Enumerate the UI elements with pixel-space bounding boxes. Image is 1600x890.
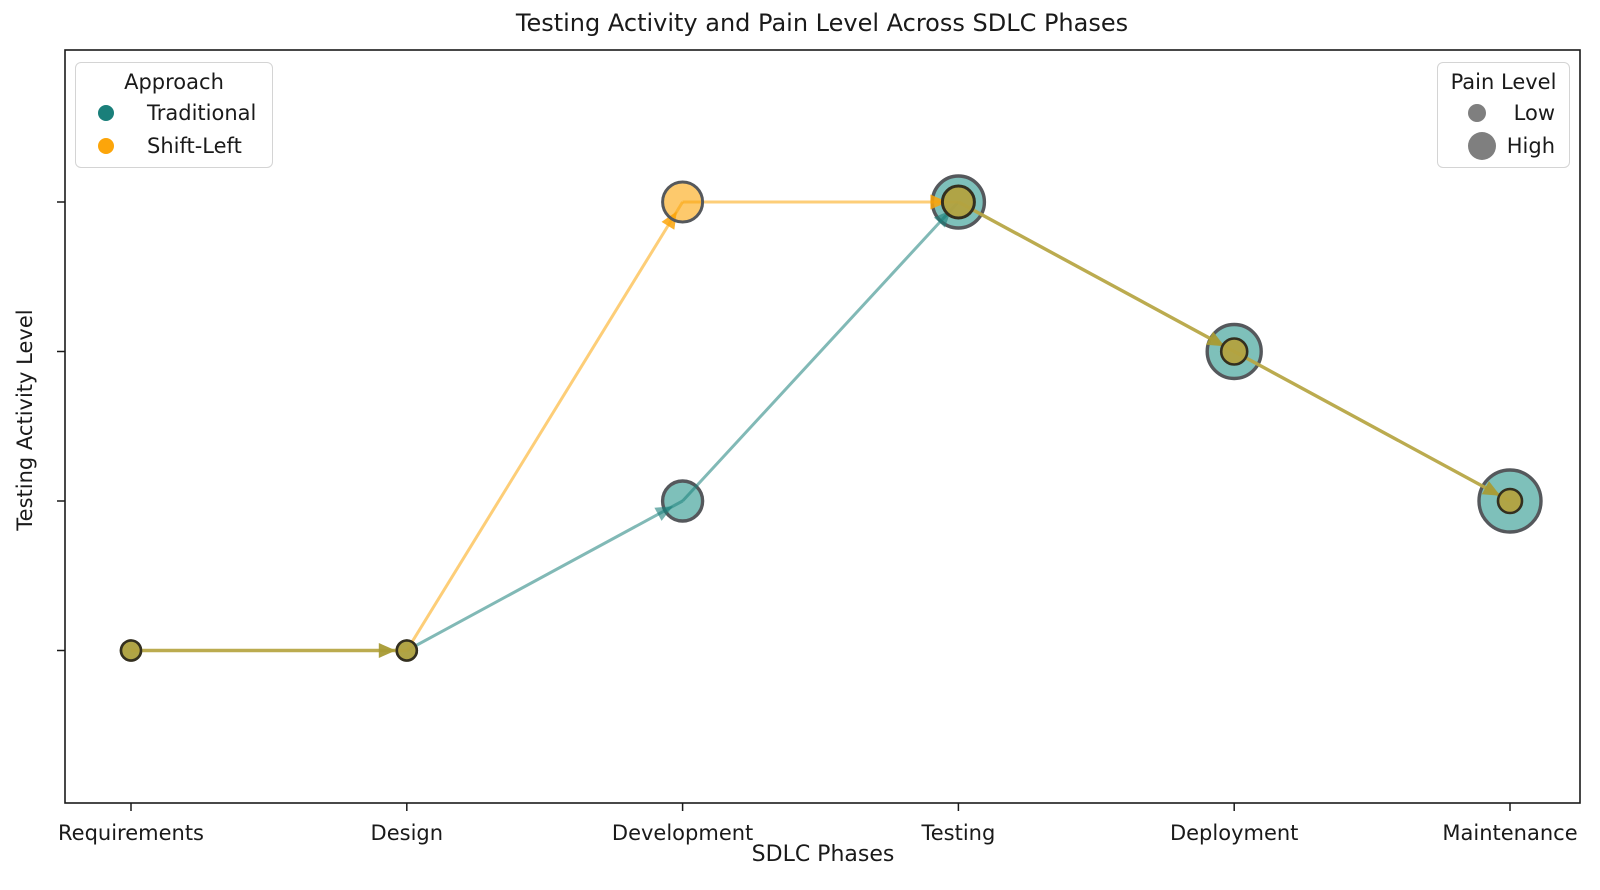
segment-overlap [1233, 350, 1511, 503]
axes-frame [64, 49, 1581, 804]
legend-item-label: High [1506, 133, 1555, 158]
legend-pain: Pain Level Low High [1437, 62, 1570, 168]
legend-pain-title: Pain Level [1450, 70, 1557, 94]
marker-shift-left-Requirements [119, 639, 143, 662]
arrowhead-traditional [654, 506, 673, 521]
legend-item-pain-high: High [1448, 129, 1559, 162]
marker-shift-left-Maintenance [1496, 487, 1524, 515]
segment-traditional [681, 200, 960, 503]
pain-high-swatch-icon [1468, 131, 1496, 160]
x-tick-label: Deployment [1170, 821, 1298, 845]
legend-item-label: Traditional [147, 100, 257, 125]
x-tick-label: Testing [920, 821, 995, 845]
x-axis-label: SDLC Phases [751, 842, 895, 867]
arrowhead-overlap [378, 643, 396, 658]
legend-item-traditional: Traditional [86, 96, 262, 129]
legend-approach: Approach Traditional Shift-Left [75, 62, 273, 168]
x-tick-label: Development [612, 821, 753, 845]
marker-shift-left-Design [395, 639, 419, 662]
legend-item-label: Shift-Left [147, 133, 242, 158]
arrowhead-overlap [1481, 481, 1501, 496]
arrowhead-shift-left [930, 194, 948, 210]
arrowhead-overlap [1206, 331, 1225, 347]
x-tick-label: Requirements [58, 821, 204, 845]
marker-shift-left-Development [661, 180, 705, 224]
y-axis-label: Testing Activity Level [13, 309, 37, 531]
legend-item-label: Low [1513, 100, 1555, 125]
legend-item-pain-low: Low [1448, 96, 1559, 129]
x-tick-label: Design [371, 821, 444, 845]
segment-overlap [957, 200, 1236, 353]
segment-shift-left [405, 201, 684, 652]
shift-left-swatch-icon [98, 137, 114, 154]
pain-low-swatch-icon [1468, 103, 1486, 122]
segment-traditional [406, 499, 684, 652]
legend-approach-title: Approach [124, 70, 224, 94]
marker-shift-left-Deployment [1219, 337, 1249, 366]
chart-title: Testing Activity and Pain Level Across S… [515, 9, 1129, 37]
legend-item-shift-left: Shift-Left [86, 129, 262, 162]
x-tick-label: Maintenance [1442, 821, 1577, 845]
traditional-swatch-icon [98, 104, 114, 121]
marker-shift-left-Testing [940, 184, 976, 220]
